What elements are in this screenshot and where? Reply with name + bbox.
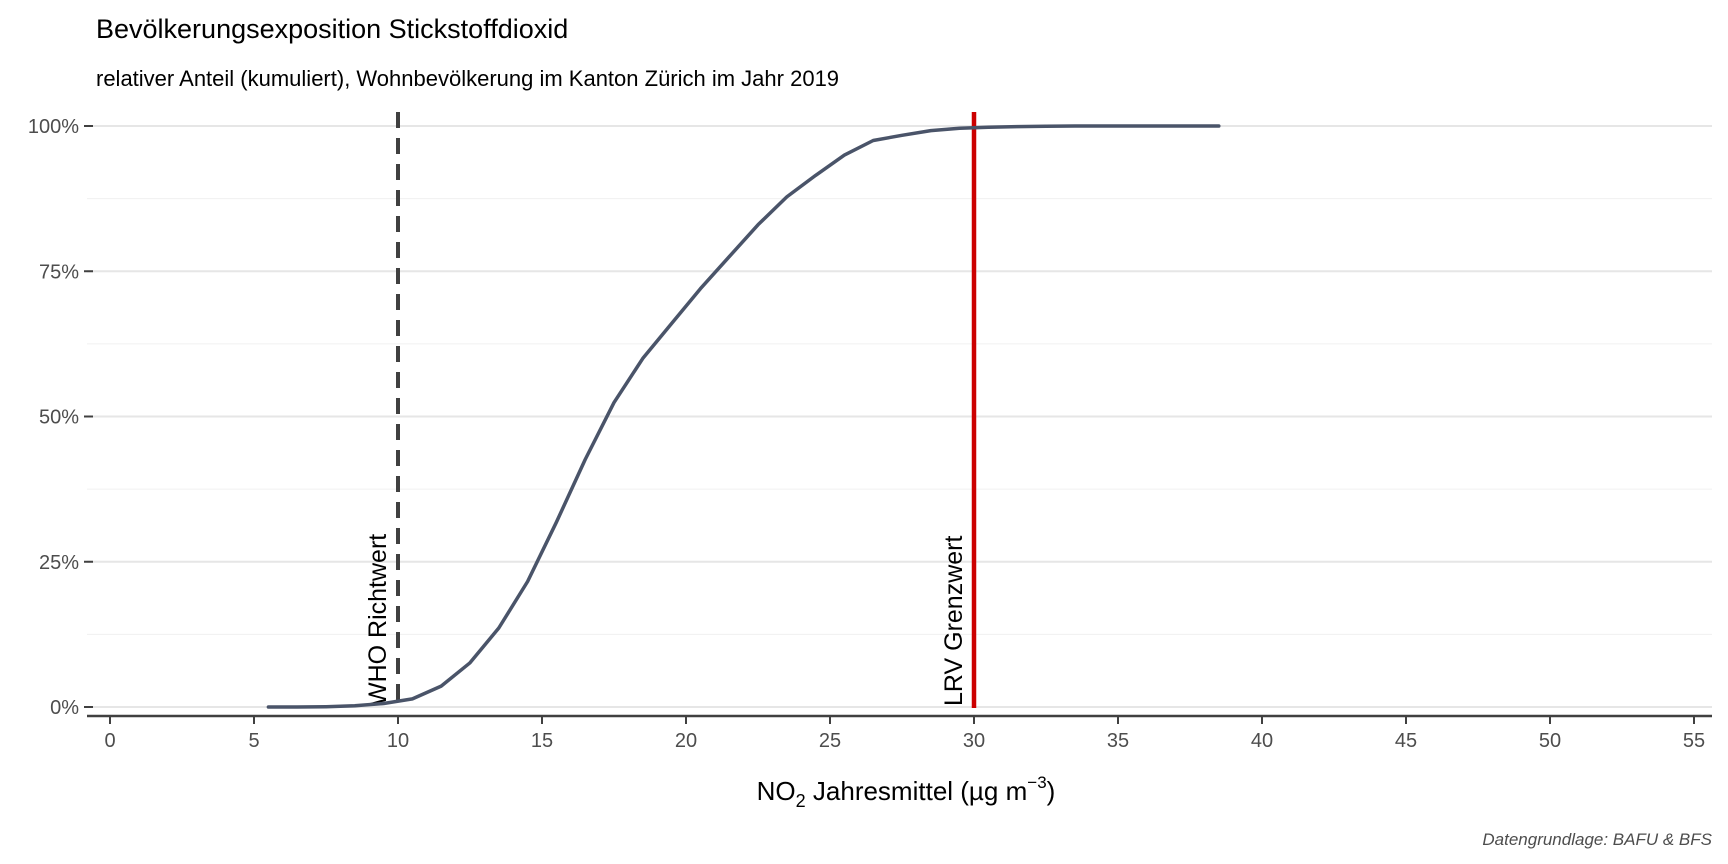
x-axis-title-subscript: 2 [796,791,806,811]
x-tick-label: 35 [1107,730,1129,752]
x-axis-title-prefix: NO [757,776,796,806]
chart-subtitle: relativer Anteil (kumuliert), Wohnbevölk… [96,66,839,91]
x-axis-title-middle: Jahresmittel (µg m [806,776,1028,806]
x-axis-ticks: 0 5 10 15 20 25 30 35 40 45 50 55 [104,716,1705,752]
x-tick-label: 15 [531,730,553,752]
grid-layer [87,125,1712,708]
x-axis-title-suffix: ) [1047,776,1056,806]
x-tick-label: 30 [963,730,985,752]
x-tick-label: 50 [1539,730,1561,752]
y-axis-ticks: 0% 25% 50% 75% 100% [28,116,93,719]
x-tick-label: 55 [1683,730,1705,752]
reference-line-label: LRV Grenzwert [940,536,968,706]
x-tick-label: 45 [1395,730,1417,752]
x-tick-label: 40 [1251,730,1273,752]
series-line [266,124,1221,709]
y-tick-label: 50% [39,407,79,429]
chart-caption: Datengrundlage: BAFU & BFS [1482,830,1712,849]
chart-title: Bevölkerungsexposition Stickstoffdioxid [96,14,568,44]
x-tick-label: 5 [248,730,259,752]
x-axis-title: NO2 Jahresmittel (µg m−3) [757,773,1056,811]
y-tick-label: 100% [28,116,79,138]
x-tick-label: 25 [819,730,841,752]
x-tick-label: 20 [675,730,697,752]
x-tick-label: 0 [104,730,115,752]
y-tick-label: 25% [39,552,79,574]
reference-lines: WHO Richtwert LRV Grenzwert [364,112,977,708]
y-tick-label: 75% [39,261,79,283]
x-tick-label: 10 [387,730,409,752]
reference-line-label: WHO Richtwert [364,534,392,706]
x-axis-title-superscript: −3 [1027,773,1046,792]
y-tick-label: 0% [50,697,79,719]
